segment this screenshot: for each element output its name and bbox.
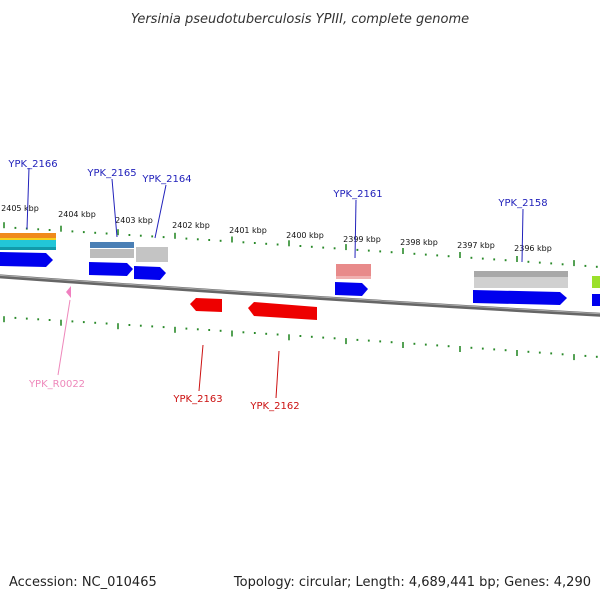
gene-feature-steelblue[interactable] — [90, 242, 134, 248]
gene-feature-pink[interactable] — [336, 264, 371, 276]
gene-feature-cyan-shade — [0, 247, 56, 250]
label-leader-lines — [26, 167, 524, 399]
leader-line — [198, 344, 204, 392]
gene-label-ypk2162[interactable]: YPK_2162 — [249, 401, 299, 412]
gene-label-ypk2163[interactable]: YPK_2163 — [172, 394, 222, 405]
ruler-label: 2396 kbp — [514, 244, 552, 253]
gene-feature-cyan[interactable] — [0, 240, 56, 247]
ruler-label: 2397 kbp — [457, 241, 495, 250]
genome-backbone — [0, 274, 600, 317]
ruler-label: 2398 kbp — [400, 238, 438, 247]
gene-label-ypk2166[interactable]: YPK_2166 — [7, 159, 57, 170]
ruler-label: 2399 kbp — [343, 235, 381, 244]
inner-ruler-ticks — [3, 316, 598, 361]
gene-feature-orange[interactable] — [0, 233, 56, 238]
gene-labels: YPK_2166 YPK_2165 YPK_2164 YPK_2161 YPK_… — [7, 159, 547, 412]
cds-arrow-forward[interactable] — [592, 294, 600, 306]
ruler-label: 2402 kbp — [172, 221, 210, 230]
gene-label-ypkr0022[interactable]: YPK_R0022 — [28, 379, 85, 390]
leader-line — [354, 199, 357, 259]
gene-feature-limegreen[interactable] — [592, 276, 600, 288]
ruler-label: 2400 kbp — [286, 231, 324, 240]
cds-arrow-reverse[interactable] — [190, 298, 222, 312]
genome-summary-text: Topology: circular; Length: 4,689,441 bp… — [233, 575, 591, 590]
reverse-cds-track — [190, 298, 317, 320]
ruler-label: 2405 kbp — [1, 204, 39, 213]
cds-arrow-forward[interactable] — [473, 290, 567, 305]
map-title: Yersinia pseudotuberculosis YPIII, compl… — [131, 12, 469, 27]
cds-arrow-forward[interactable] — [0, 252, 53, 267]
forward-cds-track — [0, 252, 600, 306]
gene-feature-grey[interactable] — [90, 249, 134, 258]
leader-line — [57, 299, 71, 376]
leader-line — [275, 350, 280, 399]
gene-label-ypk2164[interactable]: YPK_2164 — [141, 174, 191, 185]
outer-ruler-ticks — [3, 222, 598, 268]
genome-backbone-highlight — [0, 274, 600, 315]
leader-line — [154, 184, 167, 239]
gene-feature-grey-shade — [474, 277, 568, 288]
leader-line — [26, 167, 30, 230]
gene-label-ypk2161[interactable]: YPK_2161 — [332, 189, 382, 200]
gene-feature-grey[interactable] — [136, 247, 168, 262]
rna-feature-marker[interactable] — [66, 286, 71, 298]
ruler-labels: 2405 kbp 2404 kbp 2403 kbp 2402 kbp 2401… — [1, 204, 552, 253]
gene-label-ypk2158[interactable]: YPK_2158 — [497, 198, 547, 209]
leader-line — [111, 178, 118, 238]
ruler-label: 2403 kbp — [115, 216, 153, 225]
gene-feature-yellow — [0, 238, 56, 240]
gene-feature-grey[interactable] — [474, 271, 568, 277]
ruler-label: 2404 kbp — [58, 210, 96, 219]
cds-arrow-forward[interactable] — [335, 282, 368, 296]
accession-text: Accession: NC_010465 — [9, 575, 157, 590]
ruler-label: 2401 kbp — [229, 226, 267, 235]
cds-arrow-forward[interactable] — [134, 266, 166, 280]
forward-feature-track — [0, 233, 600, 288]
leader-line — [521, 208, 524, 263]
gene-feature-pink-shade — [336, 276, 371, 279]
gene-label-ypk2165[interactable]: YPK_2165 — [86, 168, 136, 179]
cds-arrow-reverse[interactable] — [248, 302, 317, 320]
cds-arrow-forward[interactable] — [89, 262, 133, 276]
